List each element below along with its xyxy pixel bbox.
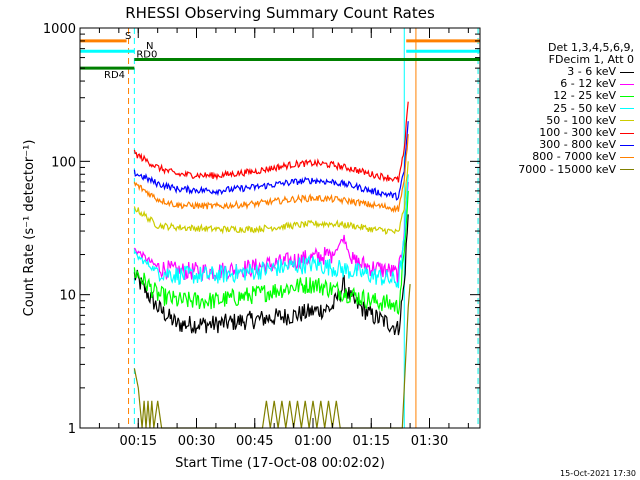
x-axis-label: Start Time (17-Oct-08 00:02:02) [175,456,385,471]
x-tick-label: 01:15 [353,434,390,449]
legend-swatch [620,144,634,146]
legend-label: 3 - 6 keV [567,65,616,78]
legend-item: 3 - 6 keV [484,66,634,78]
legend-label: 7000 - 15000 keV [518,162,616,176]
legend-item: 100 - 300 keV [484,127,634,139]
legend-swatch [620,120,634,122]
y-tick-label: 10 [59,289,76,304]
legend-label: 300 - 800 keV [539,138,616,152]
chart-title: RHESSI Observing Summary Count Rates [125,4,435,22]
series-lines [133,101,411,429]
legend-swatch [620,83,634,85]
legend-swatch [620,108,634,110]
series-line-3-6-kev [133,214,409,336]
legend-label: 100 - 300 keV [539,126,616,139]
series-line-100-300-kev [133,101,409,183]
series-line-800-7000-kev [133,134,409,214]
x-tick-label: 01:00 [294,434,331,449]
legend-item: 12 - 25 keV [484,90,634,102]
legend-swatch [620,156,634,158]
vertical-markers [128,28,479,428]
x-tick-label: 00:30 [178,434,215,449]
series-line-6-12-kev [133,181,409,284]
x-tick-label: 00:15 [120,434,157,449]
legend-label: 6 - 12 keV [560,77,616,91]
legend-item: 25 - 50 keV [484,101,634,115]
footer-timestamp: 15-Oct-2021 17:30 [560,469,636,478]
y-tick-label: 1000 [43,22,76,37]
legend-header-2: FDecim 1, Att 0 [548,53,634,66]
y-tick-label: 1 [68,422,76,437]
x-tick-label: 00:45 [236,434,273,449]
flag-label-rd0: RD0 [136,50,157,61]
y-tick-label: 100 [51,155,76,170]
series-line-25-50-kev [134,174,409,289]
series-line-50-100-kev [133,161,409,235]
legend-item: 6 - 12 keV [484,78,634,90]
legend-label: 50 - 100 keV [546,113,616,127]
legend-item: 800 - 7000 keV [484,151,634,163]
legend-label: 800 - 7000 keV [532,150,616,164]
legend-item: 7000 - 15000 keV [484,162,634,176]
legend-swatch [620,95,634,97]
series-line-300-800-kev [133,121,409,201]
axis-ticks: 1 10 100 1000 00:15 00:30 00:45 01:00 01:15 01:30 [43,22,480,449]
flag-label-n: N [146,41,153,52]
legend-swatch [620,169,634,171]
flag-label-rd4: RD4 [104,70,125,81]
x-tick-label: 01:30 [411,434,448,449]
legend-item: 300 - 800 keV [484,139,634,151]
flag-label-s: S [125,31,131,42]
legend-swatch [620,71,634,73]
legend-label: 12 - 25 keV [553,89,616,103]
legend-label: 25 - 50 keV [553,101,616,115]
series-line-12-25-kev [133,190,409,316]
series-line-7000-15000-kev [133,284,411,429]
legend-header-1: Det 1,3,4,5,6,9, [547,41,634,54]
legend-swatch [620,132,634,134]
y-axis-label: Count Rate (s⁻¹ detector⁻¹) [22,140,37,317]
plot-frame [79,27,481,429]
legend-item: 50 - 100 keV [484,113,634,127]
